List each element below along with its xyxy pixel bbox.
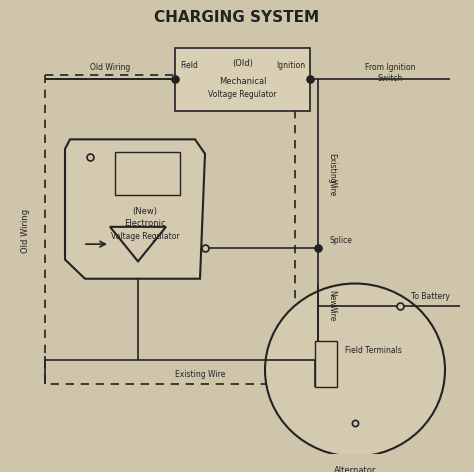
Text: Voltage Regulator: Voltage Regulator bbox=[111, 232, 179, 241]
Text: Old Wiring: Old Wiring bbox=[20, 209, 29, 253]
Text: Wire: Wire bbox=[328, 179, 337, 196]
Text: Switch: Switch bbox=[377, 74, 403, 84]
Text: Existing Wire: Existing Wire bbox=[175, 371, 225, 379]
Text: Wire: Wire bbox=[328, 303, 337, 321]
Text: CHARGING SYSTEM: CHARGING SYSTEM bbox=[155, 10, 319, 25]
FancyBboxPatch shape bbox=[175, 48, 310, 110]
Text: To Battery: To Battery bbox=[410, 292, 449, 301]
Text: Ignition: Ignition bbox=[276, 61, 305, 70]
FancyBboxPatch shape bbox=[315, 341, 337, 388]
Text: Electronic: Electronic bbox=[124, 219, 166, 228]
Text: Splice: Splice bbox=[330, 236, 353, 245]
Text: Alternator: Alternator bbox=[334, 466, 376, 472]
Polygon shape bbox=[110, 227, 166, 261]
Text: Old Wiring: Old Wiring bbox=[90, 63, 130, 72]
Text: Mechanical: Mechanical bbox=[219, 77, 266, 86]
Polygon shape bbox=[65, 139, 205, 279]
Text: Field: Field bbox=[180, 61, 198, 70]
Text: (Old): (Old) bbox=[232, 59, 253, 68]
Text: New: New bbox=[328, 290, 337, 306]
Text: From Ignition: From Ignition bbox=[365, 63, 415, 72]
FancyBboxPatch shape bbox=[115, 152, 180, 195]
Text: (New): (New) bbox=[133, 207, 157, 216]
Text: Existing: Existing bbox=[328, 153, 337, 184]
Circle shape bbox=[265, 284, 445, 456]
Text: Field Terminals: Field Terminals bbox=[345, 346, 402, 355]
Text: Voltage Regulator: Voltage Regulator bbox=[208, 90, 277, 99]
